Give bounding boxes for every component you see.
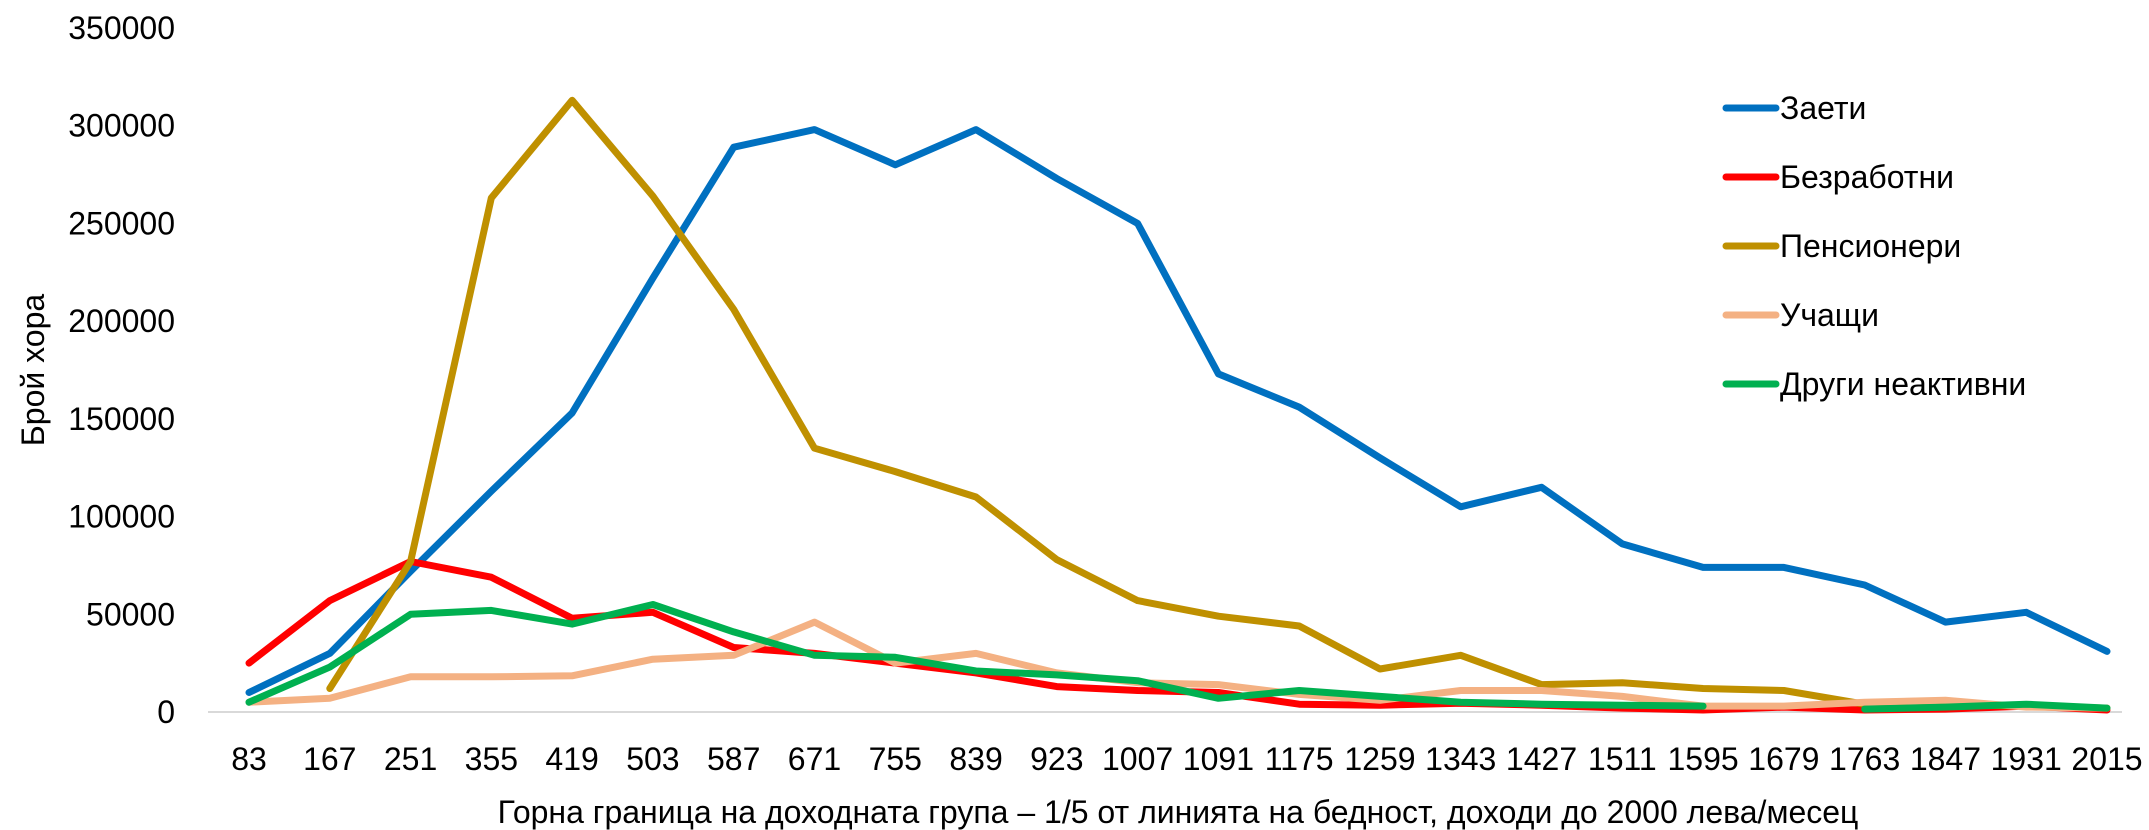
y-axis-ticks: 0 50000 100000 150000 200000 250000 300000 3500… (68, 10, 175, 730)
x-tick-label: 1847 (1910, 741, 1981, 777)
x-tick-label: 1091 (1183, 741, 1254, 777)
legend-label: Учащи (1780, 297, 1879, 333)
legend: Заети Безработни Пенсионери Учащи Други неак… (1722, 90, 2026, 402)
x-tick-label: 839 (949, 741, 1002, 777)
x-tick-label: 1343 (1425, 741, 1496, 777)
x-tick-label: 1763 (1829, 741, 1900, 777)
x-tick-label: 755 (869, 741, 922, 777)
x-tick-label: 355 (465, 741, 518, 777)
y-tick-label: 50000 (86, 596, 175, 632)
y-tick-label: 350000 (68, 10, 175, 46)
y-tick-label: 200000 (68, 303, 175, 339)
series-line-3 (326, 96, 2111, 712)
x-tick-label: 1175 (1265, 741, 1334, 777)
x-tick-label: 419 (545, 741, 598, 777)
x-tick-label: 1931 (1991, 741, 2062, 777)
x-tick-label: 251 (384, 741, 437, 777)
x-tick-label: 587 (707, 741, 760, 777)
x-axis-title: Горна граница на доходната група – 1/5 о… (498, 794, 1859, 830)
legend-label: Безработни (1780, 159, 1954, 195)
x-tick-label: 167 (303, 741, 356, 777)
series-line-4 (245, 618, 2111, 712)
x-tick-label: 1259 (1344, 741, 1415, 777)
legend-label: Заети (1780, 90, 1866, 126)
y-tick-label: 100000 (68, 499, 175, 535)
y-tick-label: 150000 (68, 401, 175, 437)
series-lines (245, 96, 2111, 714)
legend-label: Пенсионери (1780, 228, 1961, 264)
x-axis-ticks: 83 167 251 355 419 503 587 671 755 839 923 1007 1091… (231, 741, 2142, 777)
y-axis-title: Брой хора (15, 294, 51, 447)
y-tick-label: 250000 (68, 205, 175, 241)
y-tick-label: 0 (157, 694, 175, 730)
x-tick-label: 1595 (1667, 741, 1738, 777)
x-tick-label: 83 (231, 741, 267, 777)
series-line-5 (245, 601, 2111, 713)
x-tick-label: 1511 (1588, 741, 1657, 777)
legend-label: Други неактивни (1780, 366, 2026, 402)
y-tick-label: 300000 (68, 108, 175, 144)
x-tick-label: 2015 (2071, 741, 2142, 777)
x-tick-label: 1679 (1748, 741, 1819, 777)
series-line-1 (245, 126, 2111, 696)
x-tick-label: 923 (1030, 741, 1083, 777)
x-tick-label: 671 (788, 741, 841, 777)
x-tick-label: 1427 (1506, 741, 1577, 777)
x-tick-label: 1007 (1102, 741, 1173, 777)
x-tick-label: 503 (626, 741, 679, 777)
